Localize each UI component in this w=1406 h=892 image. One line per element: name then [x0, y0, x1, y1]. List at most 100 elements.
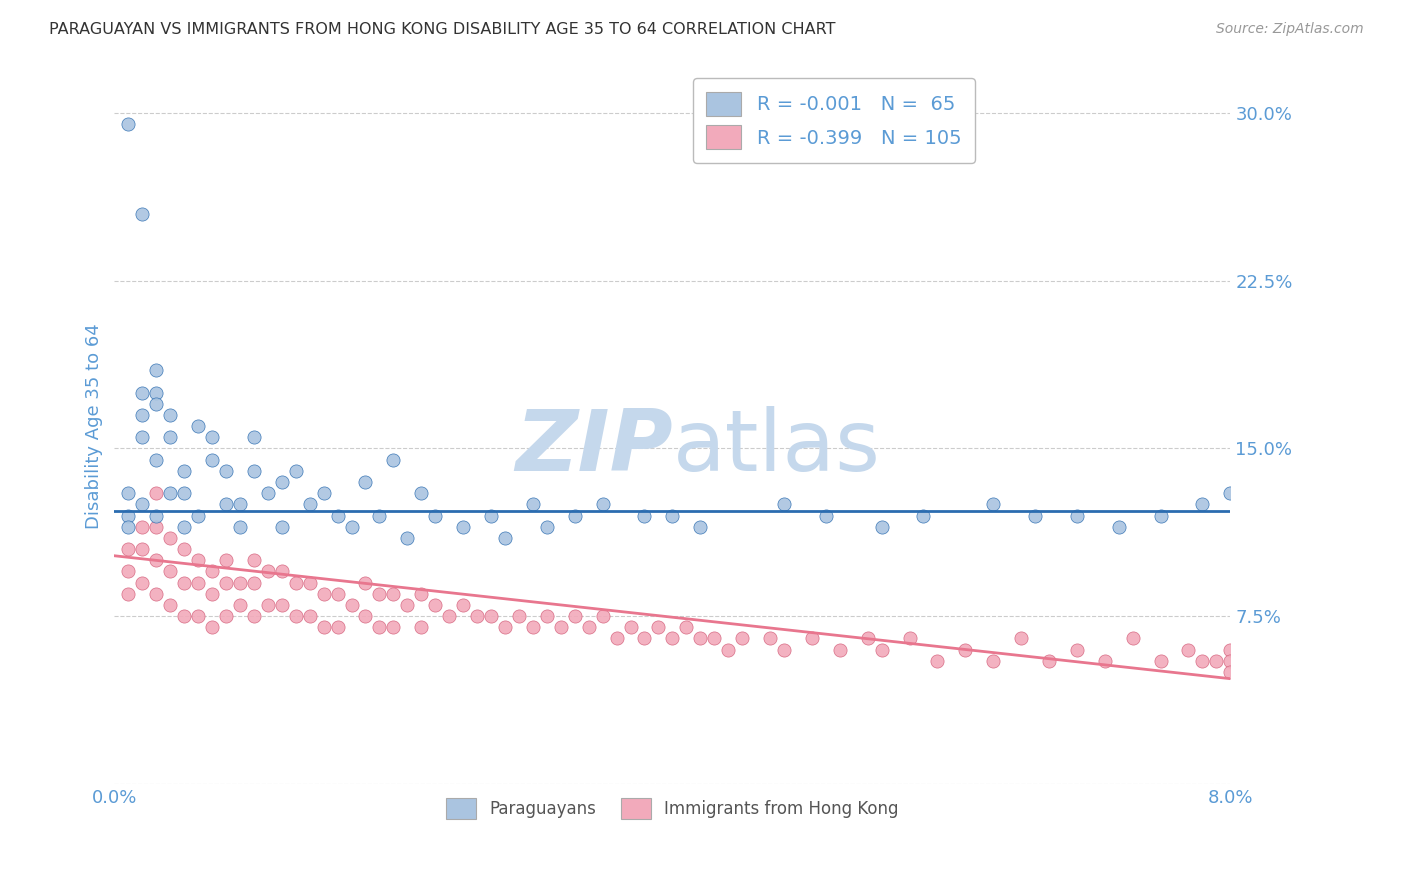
Point [270, 475, 292, 489]
Point [117, 542, 139, 557]
Point [564, 508, 586, 523]
Point [243, 575, 266, 590]
Point [1024, 508, 1046, 523]
Point [368, 620, 391, 634]
Point [1219, 654, 1241, 668]
Point [703, 632, 725, 646]
Point [131, 385, 153, 400]
Point [243, 553, 266, 567]
Point [1303, 654, 1326, 668]
Point [1191, 654, 1213, 668]
Point [1122, 632, 1144, 646]
Point [411, 486, 433, 500]
Point [425, 508, 447, 523]
Point [173, 519, 195, 533]
Point [159, 408, 181, 422]
Point [145, 486, 167, 500]
Point [159, 430, 181, 444]
Point [536, 609, 558, 624]
Point [368, 587, 391, 601]
Legend: Paraguayans, Immigrants from Hong Kong: Paraguayans, Immigrants from Hong Kong [439, 792, 905, 825]
Point [564, 609, 586, 624]
Point [145, 363, 167, 377]
Point [354, 609, 377, 624]
Point [131, 575, 153, 590]
Point [326, 587, 349, 601]
Point [354, 475, 377, 489]
Point [215, 464, 238, 478]
Point [578, 620, 600, 634]
Text: Source: ZipAtlas.com: Source: ZipAtlas.com [1216, 22, 1364, 37]
Point [145, 385, 167, 400]
Point [145, 397, 167, 411]
Point [661, 508, 683, 523]
Point [187, 419, 209, 434]
Point [382, 452, 405, 467]
Point [800, 632, 823, 646]
Y-axis label: Disability Age 35 to 64: Disability Age 35 to 64 [86, 323, 103, 529]
Text: ZIP: ZIP [515, 406, 672, 489]
Point [1191, 497, 1213, 511]
Point [1177, 642, 1199, 657]
Point [145, 553, 167, 567]
Point [326, 620, 349, 634]
Point [522, 497, 544, 511]
Point [312, 620, 335, 634]
Point [201, 587, 224, 601]
Point [201, 430, 224, 444]
Point [411, 587, 433, 601]
Point [912, 508, 935, 523]
Point [326, 508, 349, 523]
Point [117, 508, 139, 523]
Point [131, 497, 153, 511]
Point [187, 508, 209, 523]
Point [465, 609, 488, 624]
Text: atlas: atlas [672, 406, 880, 489]
Point [661, 632, 683, 646]
Point [1038, 654, 1060, 668]
Point [368, 508, 391, 523]
Point [215, 609, 238, 624]
Point [479, 508, 502, 523]
Point [1010, 632, 1032, 646]
Point [187, 575, 209, 590]
Point [689, 632, 711, 646]
Point [1219, 665, 1241, 679]
Point [1149, 654, 1171, 668]
Point [201, 452, 224, 467]
Point [814, 508, 837, 523]
Point [312, 486, 335, 500]
Point [689, 519, 711, 533]
Point [633, 632, 655, 646]
Point [117, 117, 139, 131]
Point [173, 609, 195, 624]
Point [145, 452, 167, 467]
Point [619, 620, 641, 634]
Point [243, 464, 266, 478]
Point [270, 519, 292, 533]
Point [494, 531, 516, 545]
Point [145, 587, 167, 601]
Point [1275, 665, 1298, 679]
Point [870, 519, 893, 533]
Point [1219, 642, 1241, 657]
Point [508, 609, 530, 624]
Point [451, 519, 474, 533]
Point [159, 486, 181, 500]
Point [856, 632, 879, 646]
Point [117, 565, 139, 579]
Point [312, 587, 335, 601]
Point [257, 565, 280, 579]
Point [243, 609, 266, 624]
Point [633, 508, 655, 523]
Point [131, 430, 153, 444]
Point [229, 497, 252, 511]
Point [1219, 486, 1241, 500]
Point [270, 598, 292, 612]
Point [1247, 665, 1270, 679]
Point [1149, 508, 1171, 523]
Point [117, 519, 139, 533]
Point [536, 519, 558, 533]
Point [187, 609, 209, 624]
Point [647, 620, 669, 634]
